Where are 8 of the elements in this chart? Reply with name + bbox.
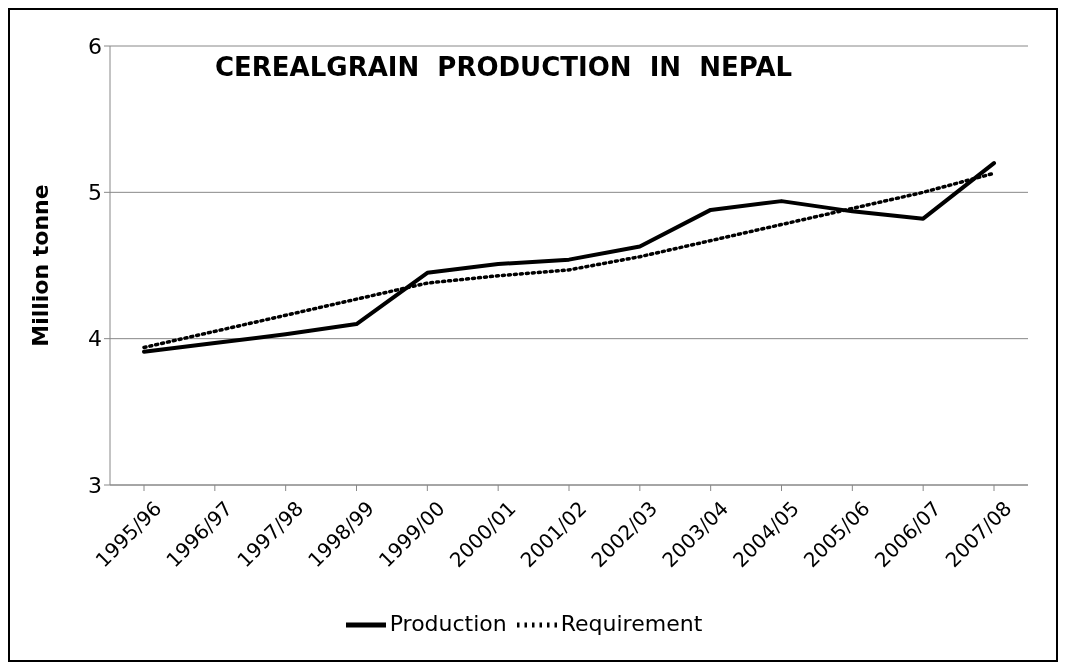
y-axis-title: Million tonne [27, 184, 53, 347]
chart-title: CEREALGRAIN PRODUCTION IN NEPAL [215, 52, 793, 82]
legend-label: Production [389, 611, 507, 636]
y-tick-label: 4 [88, 326, 102, 352]
y-tick-label: 6 [88, 33, 102, 59]
y-tick-label: 3 [88, 472, 102, 498]
y-tick-label: 5 [88, 180, 102, 206]
legend-label: Requirement [560, 611, 703, 636]
